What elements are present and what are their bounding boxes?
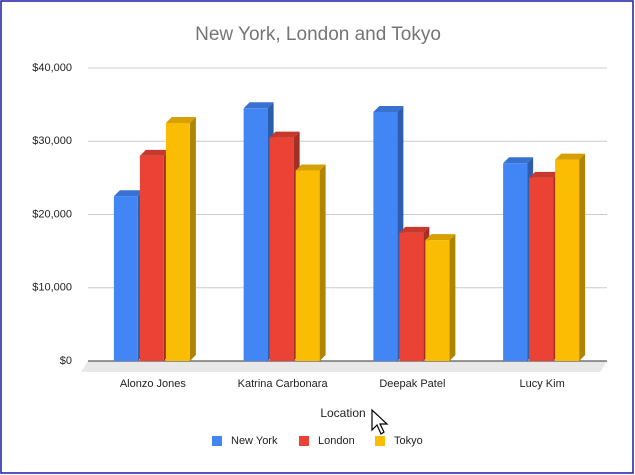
bar-top <box>269 131 300 138</box>
bar-top <box>503 157 534 164</box>
bar-top <box>555 153 586 160</box>
y-tick-label: $40,000 <box>32 62 72 74</box>
bar <box>113 196 138 361</box>
y-tick-label: $30,000 <box>32 135 72 147</box>
bar <box>295 170 320 361</box>
x-tick-label: Lucy Kim <box>520 378 565 390</box>
y-tick-label: $10,000 <box>32 282 72 294</box>
bar <box>425 240 450 361</box>
bar-top <box>243 102 274 109</box>
bar <box>243 108 268 361</box>
bar <box>269 137 294 361</box>
x-tick-label: Alonzo Jones <box>120 378 187 390</box>
bar-top <box>399 226 430 233</box>
chart-title: New York, London and Tokyo <box>195 24 441 45</box>
bar-top <box>373 105 404 112</box>
bar-top <box>529 171 560 178</box>
x-tick-label: Deepak Patel <box>379 378 445 390</box>
bar <box>529 177 554 361</box>
x-axis-title: Location <box>320 406 365 420</box>
bar <box>165 122 190 361</box>
legend-label: London <box>318 435 355 447</box>
bar <box>399 232 424 361</box>
bar-side <box>319 164 326 361</box>
bar <box>503 163 528 361</box>
legend-swatch <box>375 436 385 446</box>
legend-swatch <box>299 436 309 446</box>
legend-label: New York <box>231 435 278 447</box>
bar-top <box>295 164 326 171</box>
cursor <box>371 408 389 435</box>
x-tick-label: Katrina Carbonara <box>238 378 329 390</box>
y-tick-label: $0 <box>60 355 72 367</box>
bar <box>555 159 580 361</box>
y-tick-label: $20,000 <box>32 208 72 220</box>
bar <box>139 155 164 361</box>
bar-side <box>449 234 456 361</box>
bar-top <box>165 116 196 123</box>
floor <box>81 361 607 372</box>
bar-top <box>113 190 144 197</box>
bar-side <box>579 153 586 361</box>
bar-side <box>189 116 196 361</box>
bar-top <box>139 149 170 156</box>
bar <box>373 111 398 361</box>
legend-swatch <box>212 436 222 446</box>
bar-top <box>425 234 456 241</box>
legend-label: Tokyo <box>394 435 423 447</box>
